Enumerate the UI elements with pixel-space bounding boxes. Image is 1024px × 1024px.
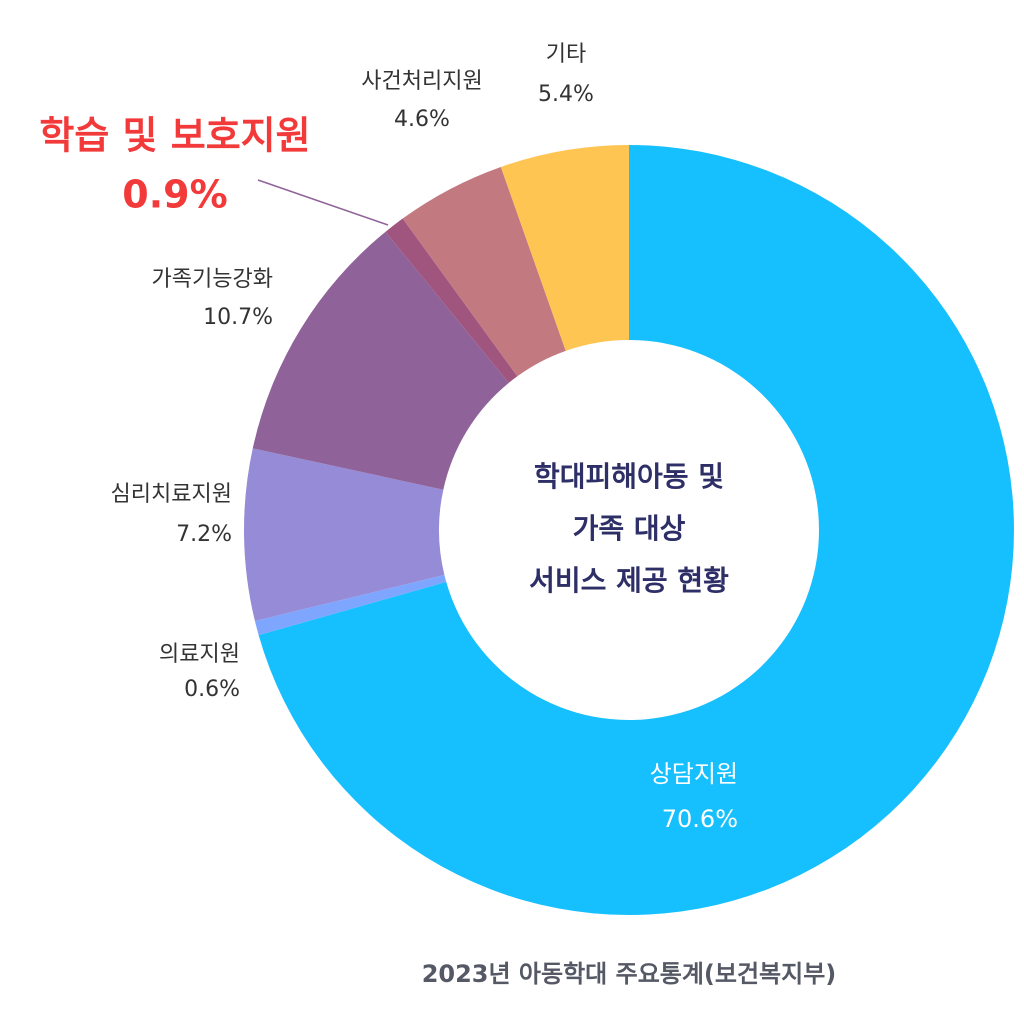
value-label: 7.2% <box>176 522 232 547</box>
donut-slice <box>385 218 518 383</box>
source: 2023년 아동학대 주요통계(보건복지부) <box>422 960 837 988</box>
donut-slice <box>500 145 629 351</box>
leader-line <box>257 179 389 226</box>
slice-label: 학습 및 보호지원 <box>39 114 310 158</box>
slice-label: 상담지원 <box>650 760 738 788</box>
center-text: 학대피해아동 및 <box>534 460 724 493</box>
center-text: 가족 대상 <box>573 512 686 545</box>
donut-slice <box>402 166 566 377</box>
donut-slice <box>252 231 509 490</box>
slice-label: 기타 <box>546 42 586 67</box>
value-label: 10.7% <box>203 305 273 330</box>
value-label: 0.9% <box>122 173 227 217</box>
value-label: 70.6% <box>662 805 738 833</box>
center-text: 서비스 제공 현황 <box>529 564 729 597</box>
value-label: 4.6% <box>394 107 450 132</box>
donut-slice <box>254 574 447 636</box>
slice-label: 심리치료지원 <box>111 482 232 507</box>
slice-label: 가족기능강화 <box>152 267 273 292</box>
slice-label: 의료지원 <box>159 642 240 667</box>
slice-label: 사건처리지원 <box>361 69 482 94</box>
donut-slice <box>258 145 1015 915</box>
value-label: 5.4% <box>538 82 594 107</box>
value-label: 0.6% <box>184 677 240 702</box>
donut-slice <box>243 448 445 622</box>
